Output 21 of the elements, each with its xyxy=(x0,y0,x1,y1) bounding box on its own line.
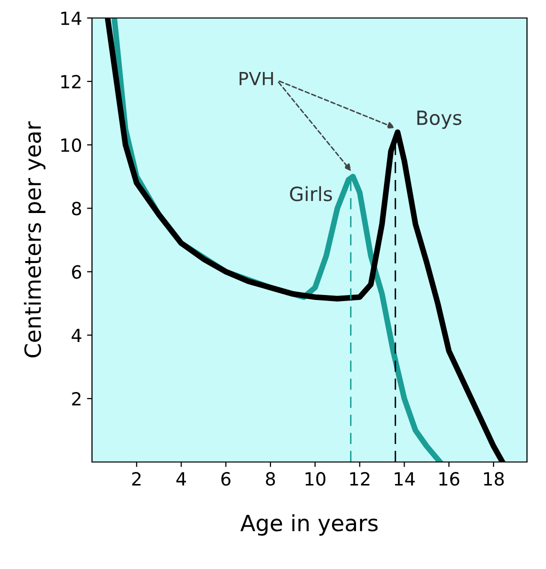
series-label: Boys xyxy=(417,110,462,129)
x-tick-label: 2 xyxy=(132,472,141,486)
x-tick-label: 10 xyxy=(306,472,326,486)
series-label: Girls xyxy=(290,186,332,202)
y-tick-label: 10 xyxy=(61,138,82,152)
x-tick-label: 8 xyxy=(266,472,275,486)
y-tick-label: 6 xyxy=(72,265,82,279)
x-tick-label: 14 xyxy=(394,472,415,486)
x-tick-label: 12 xyxy=(350,472,370,486)
x-tick-label: 18 xyxy=(484,472,504,486)
x-tick-label: 16 xyxy=(439,472,460,486)
y-axis-title: Centimeters per year xyxy=(24,121,46,358)
y-tick-label: 14 xyxy=(61,12,82,25)
y-tick-label: 2 xyxy=(72,392,80,406)
x-tick-label: 6 xyxy=(221,472,230,486)
x-axis-title: Age in years xyxy=(240,514,378,536)
y-tick-label: 12 xyxy=(61,74,80,88)
annotation: PVH xyxy=(240,72,273,86)
y-tick-label: 4 xyxy=(72,328,82,342)
y-tick-label: 8 xyxy=(72,202,82,216)
x-tick-label: 4 xyxy=(176,472,186,486)
